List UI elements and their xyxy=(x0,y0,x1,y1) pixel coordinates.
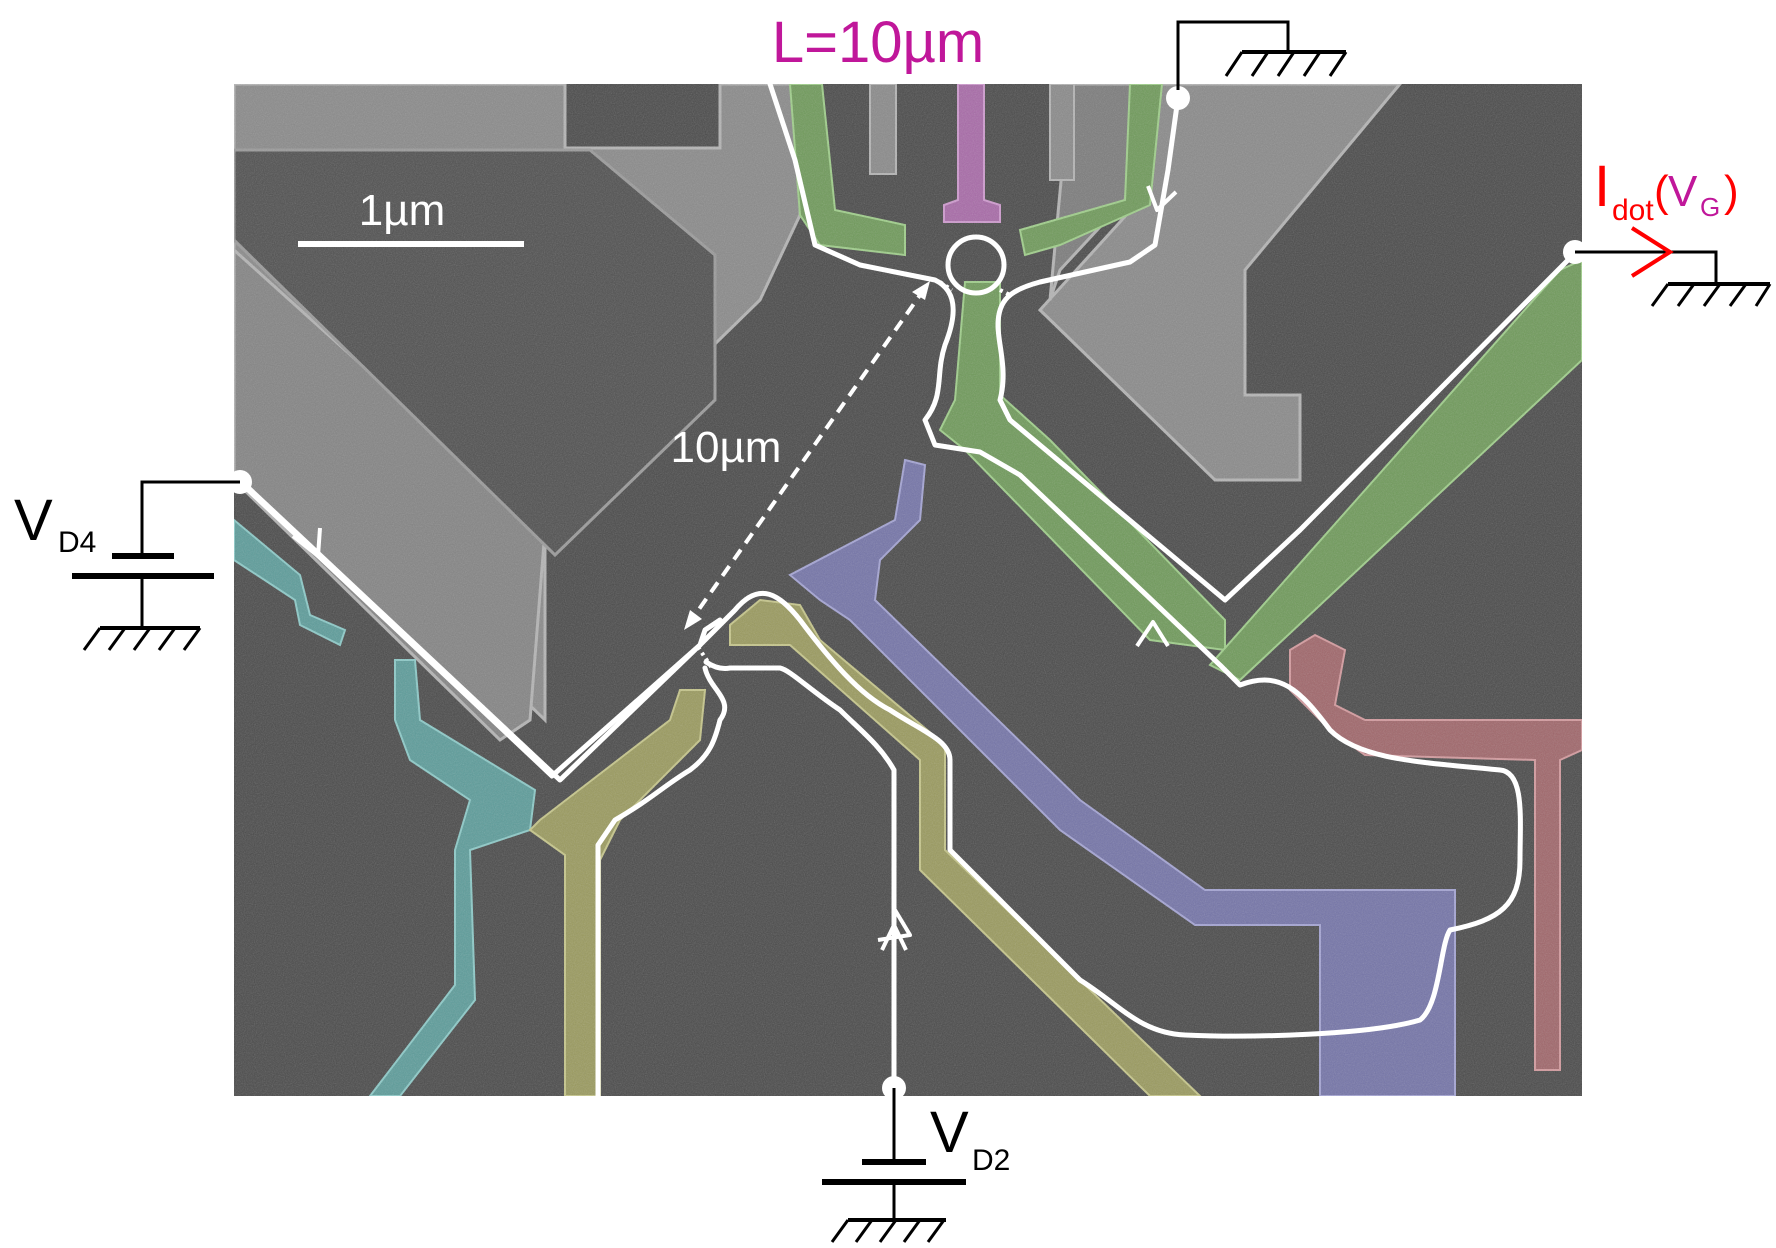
vd2-label-main: V xyxy=(930,1100,969,1165)
idot-label-main: I xyxy=(1594,154,1610,219)
edge-channel-vd2 xyxy=(703,659,897,1091)
edge-channel-top xyxy=(995,95,1573,603)
dot-constriction-right xyxy=(999,288,1013,298)
chevron-left-gate xyxy=(291,527,322,558)
sem-noise-texture xyxy=(234,84,1582,1096)
source-vd4 xyxy=(72,480,240,651)
vd4-label-main: V xyxy=(14,488,53,553)
idot-label-open: ( xyxy=(1654,167,1669,216)
contact-top xyxy=(1166,86,1190,110)
edge-channels xyxy=(237,81,1573,1099)
idot-label-vg-main: V xyxy=(1668,167,1698,216)
edge-channel-dot-left xyxy=(237,81,1523,1039)
scale-bar-label: 1µm xyxy=(359,186,445,235)
distance-arrow-head-bottom xyxy=(684,610,702,630)
chevron-top-right xyxy=(1146,185,1178,212)
idot-label-close: ) xyxy=(1724,167,1739,216)
current-arrow-icon xyxy=(1630,226,1674,278)
quantum-dot xyxy=(945,234,1007,296)
distance-label: 10µm xyxy=(671,423,782,472)
edge-channel-yellow-inner xyxy=(595,665,728,1099)
distance-arrow-head-top xyxy=(912,281,930,300)
distance-arrow xyxy=(688,286,927,624)
vd4-label: V D4 xyxy=(14,488,96,559)
vd2-label-sub: D2 xyxy=(972,1144,1010,1177)
ground-right xyxy=(1575,250,1772,307)
idot-label-vg-sub: G xyxy=(1700,192,1720,222)
vd4-label-sub: D4 xyxy=(58,526,96,559)
edge-channel-vd4 xyxy=(237,479,723,779)
ground-top xyxy=(1176,20,1348,90)
chevron-middle-right xyxy=(1135,620,1170,648)
source-vd2 xyxy=(822,1088,966,1243)
path-length-label: L=10µm xyxy=(772,10,984,75)
chevron-vd2 xyxy=(880,923,908,951)
direction-chevrons xyxy=(291,185,1178,951)
idot-label-sub: dot xyxy=(1612,194,1654,227)
vd2-label: V D2 xyxy=(930,1100,1010,1177)
sem-micrograph xyxy=(234,84,1582,1096)
idot-label: I dot ( V G ) xyxy=(1594,154,1739,227)
